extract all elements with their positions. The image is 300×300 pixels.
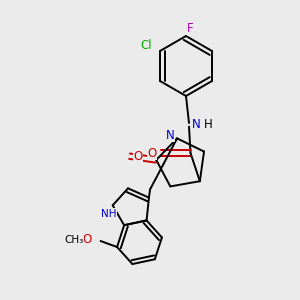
Text: F: F bbox=[187, 22, 194, 35]
Text: N: N bbox=[192, 118, 201, 131]
Text: O: O bbox=[82, 233, 92, 246]
Text: H: H bbox=[204, 118, 213, 131]
Text: NH: NH bbox=[101, 209, 117, 219]
Text: O: O bbox=[133, 150, 142, 163]
Text: N: N bbox=[166, 129, 175, 142]
Text: O: O bbox=[148, 146, 157, 160]
Text: Cl: Cl bbox=[141, 38, 152, 52]
Text: CH₃: CH₃ bbox=[64, 235, 83, 244]
